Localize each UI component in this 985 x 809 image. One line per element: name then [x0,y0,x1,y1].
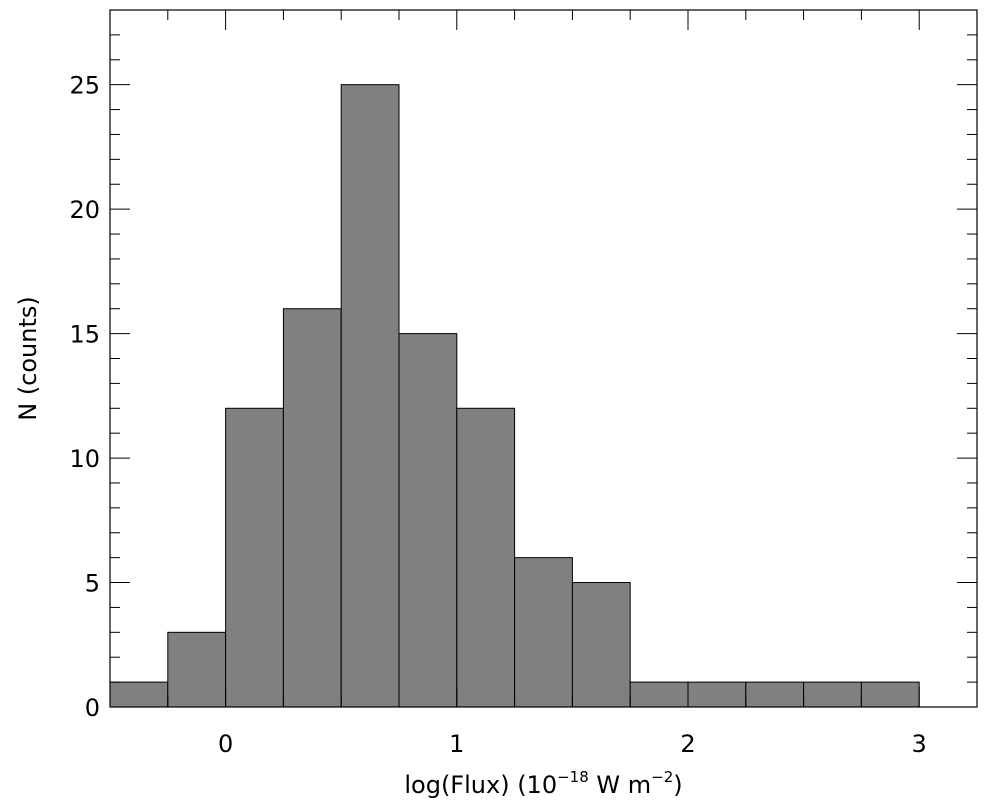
y-tick-label: 15 [69,321,100,349]
y-tick-label: 5 [85,570,100,598]
y-tick-label: 10 [69,445,100,473]
x-tick-label: 2 [680,730,695,758]
histogram-bar-11 [745,681,805,708]
y-tick-labels: 0 5 10 15 20 25 [69,72,100,722]
x-tick-label: 1 [449,730,464,758]
histogram-bar-7 [514,557,573,708]
axis-ticks [109,9,978,708]
histogram-bar-13 [860,681,920,708]
histogram-bar-4 [340,84,400,708]
x-tick-label: 0 [218,730,233,758]
histogram-bar-5 [398,333,458,708]
histogram-bar-10 [687,681,747,708]
x-axis-title: log(Flux) (10−18 W m−2) [404,768,682,799]
histogram-bar-2 [225,407,284,708]
x-tick-label: 3 [912,730,927,758]
histogram-bar-9 [629,681,689,708]
y-axis-title: N (counts) [14,296,42,421]
histogram-bar-0 [109,681,169,708]
histogram-bar-3 [282,308,342,708]
y-tick-label: 0 [85,694,100,722]
histogram-bar-12 [803,681,862,708]
histogram-bar-1 [167,631,227,708]
y-tick-label: 20 [69,196,100,224]
y-tick-label: 25 [69,72,100,100]
histogram-bar-6 [456,407,516,708]
x-tick-labels: 0 1 2 3 [218,730,927,758]
histogram-bar-8 [571,582,631,708]
bars-group [109,84,920,708]
